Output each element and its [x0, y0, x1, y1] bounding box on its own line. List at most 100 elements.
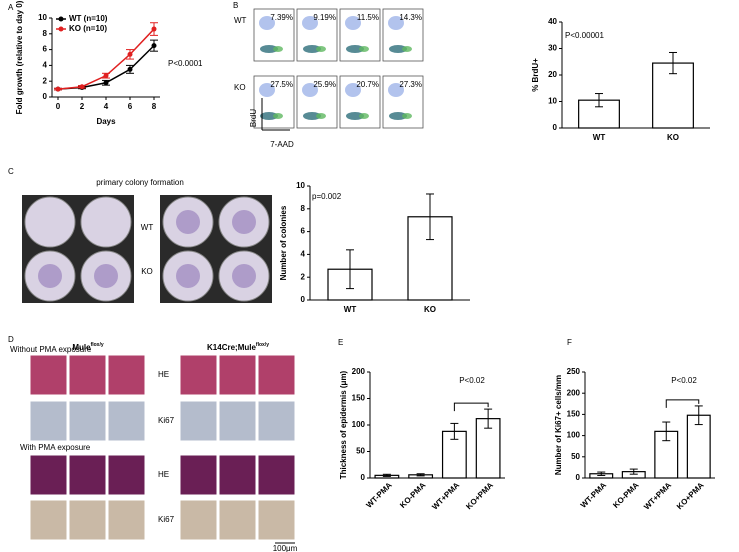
- y-axis-label: Number of Ki67+ cells/mm: [554, 375, 563, 475]
- y-tick-label: 2: [301, 272, 306, 281]
- y-tick-label: 200: [352, 367, 366, 376]
- x-tick-label: KO-PMA: [611, 480, 640, 509]
- legend-label: KO (n=10): [69, 24, 107, 33]
- y-tick-label: 4: [43, 61, 48, 70]
- y-tick-label: 40: [548, 17, 557, 26]
- flow-cluster: [346, 45, 364, 53]
- histology-tile: [29, 454, 68, 496]
- colony-spots: [38, 264, 62, 288]
- flow-plot: [339, 75, 381, 129]
- colony-spots: [176, 264, 200, 288]
- y-tick-label: 250: [567, 367, 581, 376]
- flow-plot: [253, 8, 295, 62]
- flow-x-label: 7-AAD: [270, 140, 294, 149]
- y-tick-label: 10: [38, 13, 47, 22]
- marker: [151, 43, 157, 49]
- y-tick-label: 50: [356, 447, 365, 456]
- y-tick-label: 0: [301, 295, 306, 304]
- x-tick-label: KO: [424, 305, 436, 314]
- panel-letter: F: [567, 338, 572, 347]
- histology-tile: [68, 454, 107, 496]
- y-tick-label: 8: [43, 29, 48, 38]
- stain-label: HE: [158, 470, 169, 479]
- colony-title: primary colony formation: [96, 178, 184, 187]
- legend-label: WT (n=10): [69, 14, 108, 23]
- histology-tile: [179, 354, 218, 396]
- row-label: WT: [141, 223, 154, 232]
- flow-cluster: [259, 83, 275, 97]
- panel-letter: D: [8, 335, 14, 344]
- flow-percent: 11.5%: [357, 13, 379, 22]
- flow-plot: [339, 8, 381, 62]
- y-tick-label: 30: [548, 44, 557, 53]
- x-tick-label: WT+PMA: [642, 480, 673, 511]
- histology-tile: [179, 400, 218, 442]
- x-tick-label: KO-PMA: [398, 480, 427, 509]
- x-tick-label: KO: [667, 133, 679, 142]
- y-tick-label: 6: [43, 45, 48, 54]
- y-tick-label: 0: [553, 123, 558, 132]
- marker: [103, 80, 109, 86]
- flow-percent: 27.5%: [270, 80, 293, 89]
- histology-tile: [68, 499, 107, 541]
- x-tick-label: KO+PMA: [675, 480, 706, 511]
- y-tick-label: 8: [301, 204, 306, 213]
- flow-plot: [382, 8, 424, 62]
- row-label: KO: [141, 267, 153, 276]
- condition-label: With PMA exposure: [20, 443, 91, 452]
- histology-tile: [179, 454, 218, 496]
- group-title: K14Cre;Muleflox/y: [207, 342, 269, 352]
- flow-cluster: [346, 112, 364, 120]
- x-tick-label: 6: [128, 102, 133, 111]
- histology-tile: [107, 454, 146, 496]
- flow-plot: [382, 75, 424, 129]
- flow-y-label: BrdU: [249, 109, 258, 127]
- y-tick-label: 10: [548, 97, 557, 106]
- row-label: WT: [234, 16, 247, 25]
- flow-cluster: [260, 45, 278, 53]
- annotation: P<0.02: [459, 376, 485, 385]
- histology-tile: [68, 354, 107, 396]
- x-tick-label: 8: [152, 102, 157, 111]
- flow-cluster: [345, 83, 361, 97]
- colony-spots: [232, 264, 256, 288]
- histology-tile: [68, 400, 107, 442]
- y-tick-label: 0: [361, 473, 366, 482]
- panel-letter: B: [233, 1, 238, 10]
- histology-tile: [218, 354, 257, 396]
- condition-label: Without PMA exposure: [10, 345, 92, 354]
- flow-cluster: [388, 16, 404, 30]
- y-axis-label: Thickness of epidermis (μm): [339, 370, 348, 479]
- y-tick-label: 20: [548, 70, 557, 79]
- annotation: P<0.00001: [565, 31, 604, 40]
- marker: [151, 26, 157, 32]
- legend-marker: [58, 16, 64, 22]
- flow-cluster: [303, 112, 321, 120]
- plate: [80, 196, 132, 248]
- histology-tile: [29, 400, 68, 442]
- bar: [578, 99, 620, 129]
- significance-bracket: [453, 402, 489, 412]
- flow-percent: 27.3%: [399, 80, 422, 89]
- histology-tile: [107, 400, 146, 442]
- x-tick-label: WT: [344, 305, 357, 314]
- flow-plot: [296, 75, 338, 129]
- row-label: KO: [234, 83, 246, 92]
- flow-percent: 20.7%: [356, 80, 379, 89]
- histology-tile: [257, 499, 296, 541]
- histology-tile: [107, 354, 146, 396]
- plate: [24, 196, 76, 248]
- marker: [103, 73, 109, 79]
- marker: [127, 66, 133, 72]
- marker: [55, 86, 61, 92]
- x-tick-label: WT-PMA: [364, 480, 393, 509]
- y-tick-label: 10: [296, 181, 305, 190]
- flow-cluster: [316, 113, 326, 119]
- scale-label: 100μm: [273, 544, 298, 552]
- flow-plot: [253, 75, 295, 129]
- flow-cluster: [260, 112, 278, 120]
- x-tick-label: KO+PMA: [464, 480, 495, 511]
- flow-percent: 7.39%: [270, 13, 293, 22]
- y-tick-label: 100: [352, 420, 366, 429]
